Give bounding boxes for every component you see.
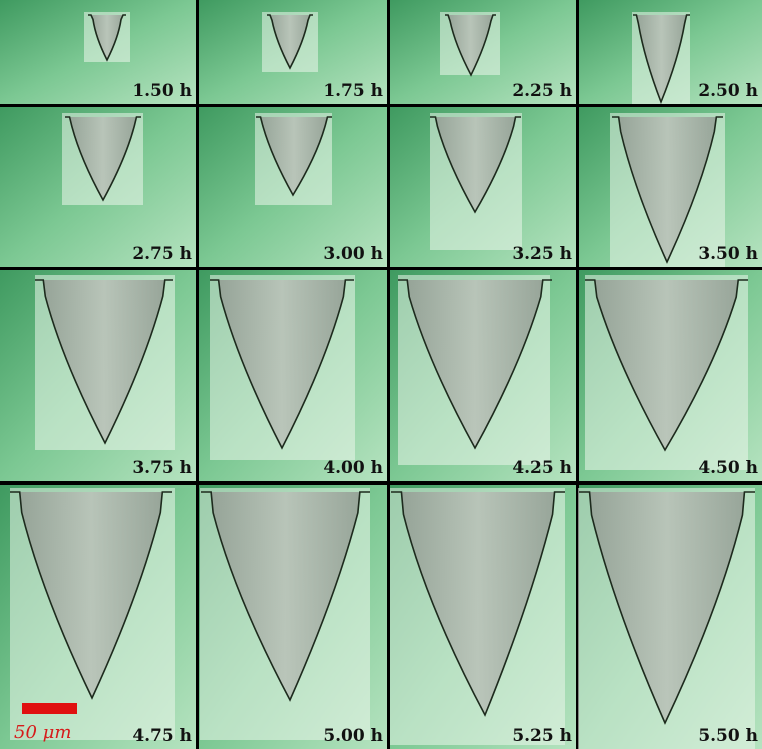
panel: 3.75 h bbox=[0, 270, 196, 481]
time-label: 4.25 h bbox=[512, 458, 572, 478]
time-label: 5.50 h bbox=[698, 726, 758, 746]
panel: 5.50 h bbox=[578, 485, 762, 749]
panel: 4.50 h bbox=[579, 270, 762, 481]
time-label: 1.50 h bbox=[132, 81, 192, 101]
panel: 1.75 h bbox=[199, 0, 387, 104]
panel: 3.50 h bbox=[579, 107, 762, 267]
panel: 5.25 h bbox=[390, 485, 576, 749]
panel: 3.00 h bbox=[199, 107, 387, 267]
time-label: 3.50 h bbox=[698, 244, 758, 264]
time-label: 5.25 h bbox=[512, 726, 572, 746]
figure: 1.50 h 1.75 h 2.25 h 2.50 h 2.75 h 3.00 h 3.25… bbox=[0, 0, 762, 749]
panel: 2.25 h bbox=[390, 0, 576, 104]
panel-grid: 1.50 h 1.75 h 2.25 h 2.50 h 2.75 h 3.00 h 3.25… bbox=[0, 0, 762, 749]
time-label: 2.50 h bbox=[698, 81, 758, 101]
time-label: 4.75 h bbox=[132, 726, 192, 746]
scale-label: 50 μm bbox=[14, 722, 71, 743]
panel: 2.75 h bbox=[0, 107, 196, 267]
time-label: 4.00 h bbox=[323, 458, 383, 478]
panel: 3.25 h bbox=[390, 107, 576, 267]
panel: 2.50 h bbox=[579, 0, 762, 104]
time-label: 4.50 h bbox=[698, 458, 758, 478]
panel: 4.25 h bbox=[390, 270, 576, 481]
panel: 4.00 h bbox=[199, 270, 387, 481]
time-label: 2.25 h bbox=[512, 81, 572, 101]
panel: 5.00 h bbox=[199, 485, 387, 749]
time-label: 3.00 h bbox=[323, 244, 383, 264]
time-label: 5.00 h bbox=[323, 726, 383, 746]
time-label: 3.25 h bbox=[512, 244, 572, 264]
time-label: 1.75 h bbox=[323, 81, 383, 101]
time-label: 3.75 h bbox=[132, 458, 192, 478]
panel: 1.50 h bbox=[0, 0, 196, 104]
time-label: 2.75 h bbox=[132, 244, 192, 264]
scale-bar bbox=[22, 703, 77, 714]
